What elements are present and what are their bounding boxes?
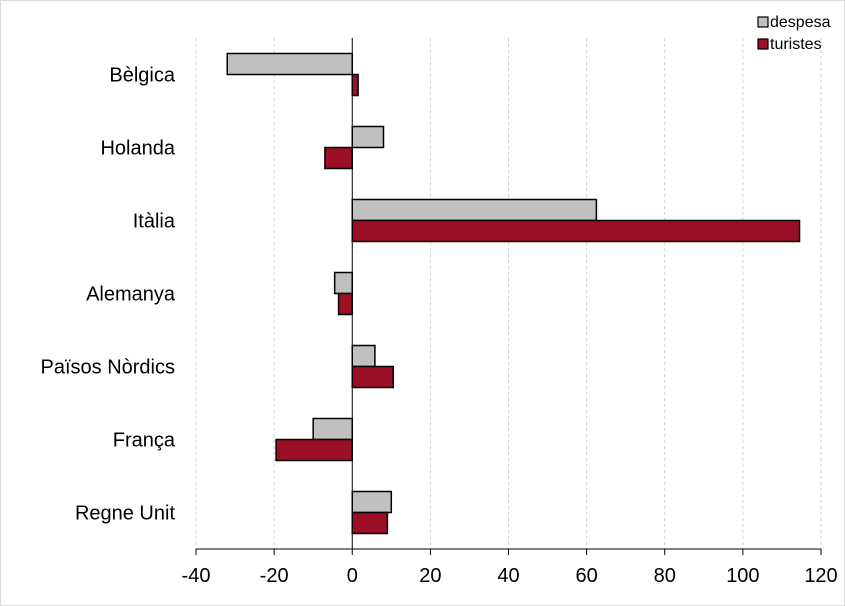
bar-despesa [351,198,598,222]
x-tick-label: -20 [260,565,289,587]
x-tick-label: 80 [654,565,676,587]
bar-turistes [337,292,353,316]
category-label: Holanda [100,138,175,160]
x-tick-label: 20 [419,565,441,587]
bar-turistes [351,219,801,243]
grid-lines [195,38,822,549]
bar-despesa [351,125,385,149]
bar-turistes [275,438,353,462]
bar-despesa [226,52,353,76]
bar-turistes [351,511,389,535]
category-label: Regne Unit [75,503,176,525]
bar-turistes [351,365,395,389]
bars [226,52,801,535]
category-label: Països Nòrdics [41,357,176,379]
legend-swatch-despesa [757,16,769,28]
tick-labels: -40 -20 0 20 40 60 80 100 120 [182,565,838,587]
category-label: Itàlia [133,211,176,233]
category-label: França [113,430,176,452]
bar-turistes [351,73,359,97]
bar-turistes [324,146,353,170]
legend-label-turistes: turistes [770,36,822,53]
bar-despesa [351,344,376,368]
category-label: Alemanya [86,284,176,306]
x-tick-label: 120 [804,565,837,587]
x-tick-label: 40 [497,565,519,587]
category-labels: Bèlgica Holanda Itàlia Alemanya Països Nòrdi… [41,65,176,525]
legend-swatch-turistes [757,38,769,50]
x-tick-label: 60 [576,565,598,587]
axes [195,38,822,555]
category-label: Bèlgica [109,65,175,87]
x-tick-label: 100 [726,565,759,587]
bar-despesa [351,490,393,514]
x-tick-label: 0 [347,565,358,587]
bar-despesa [312,417,353,441]
x-tick-label: -40 [182,565,211,587]
bar-despesa [333,271,353,295]
legend-label-despesa: despesa [770,14,831,31]
legend: despesa turistes [757,14,831,53]
